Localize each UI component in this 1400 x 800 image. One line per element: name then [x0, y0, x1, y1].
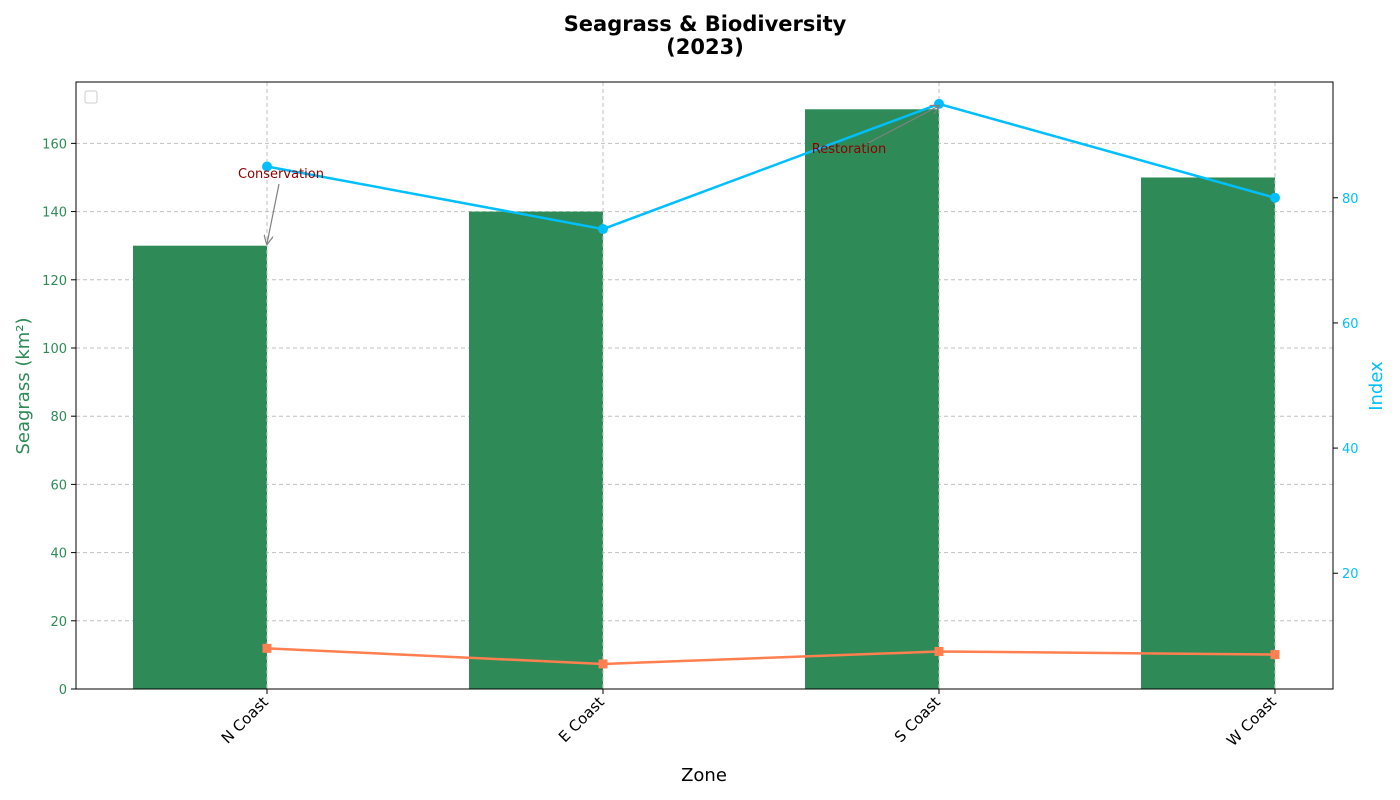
y-right-tick-label: 40	[1342, 442, 1359, 457]
y-right-tick-label: 60	[1342, 317, 1359, 332]
x-axis-label: Zone	[681, 765, 727, 786]
bar-series	[133, 82, 1276, 690]
y-left-tick-label: 60	[50, 478, 67, 493]
line-point-square	[934, 646, 944, 656]
line-series-2	[266, 647, 1276, 666]
x-tick-label: S Coast	[891, 693, 944, 746]
y-left-tick-label: 80	[50, 410, 67, 425]
line-point-square	[1270, 650, 1280, 660]
chart-title-line1: Seagrass & Biodiversity	[564, 12, 847, 36]
y-left-tick-label: 40	[50, 547, 67, 562]
chart-title-line2: (2023)	[666, 35, 744, 59]
line-point-square	[262, 643, 272, 653]
bar-n-coast	[133, 245, 267, 689]
annotation-label: Conservation	[238, 167, 324, 182]
y-right-tick-label: 20	[1342, 567, 1359, 582]
line-point-square	[598, 659, 608, 669]
y-right-tick-label: 80	[1342, 192, 1359, 207]
line-series-1	[266, 102, 1276, 231]
y-left-tick-label: 0	[59, 683, 67, 698]
bar-w-coast	[1141, 177, 1275, 689]
y-axis-left-label: Seagrass (km²)	[13, 317, 34, 454]
y-axis-right-label: Index	[1366, 361, 1387, 411]
bar-e-coast	[469, 211, 603, 689]
annotations: Conservation Restoration	[238, 106, 939, 244]
x-tick-label: W Coast	[1223, 693, 1280, 750]
y-left-tick-label: 100	[42, 342, 67, 357]
y-left-tick-label: 140	[42, 206, 67, 221]
line-series	[262, 98, 1280, 669]
y-left-tick-label: 160	[42, 137, 67, 152]
x-tick-label: N Coast	[218, 693, 272, 747]
y-left-tick-label: 20	[50, 615, 67, 630]
plot-frame	[75, 81, 1334, 690]
y-left-tick-label: 120	[42, 274, 67, 289]
line-point-circle	[1270, 192, 1280, 203]
legend-box	[84, 90, 98, 104]
x-tick-label: E Coast	[555, 693, 608, 746]
annotation-label: Restoration	[812, 142, 886, 157]
line-point-circle	[262, 161, 272, 172]
annotation-arrow	[267, 183, 280, 244]
annotation-arrow	[867, 106, 939, 144]
line-point-circle	[598, 224, 608, 235]
bar-s-coast	[805, 109, 939, 690]
